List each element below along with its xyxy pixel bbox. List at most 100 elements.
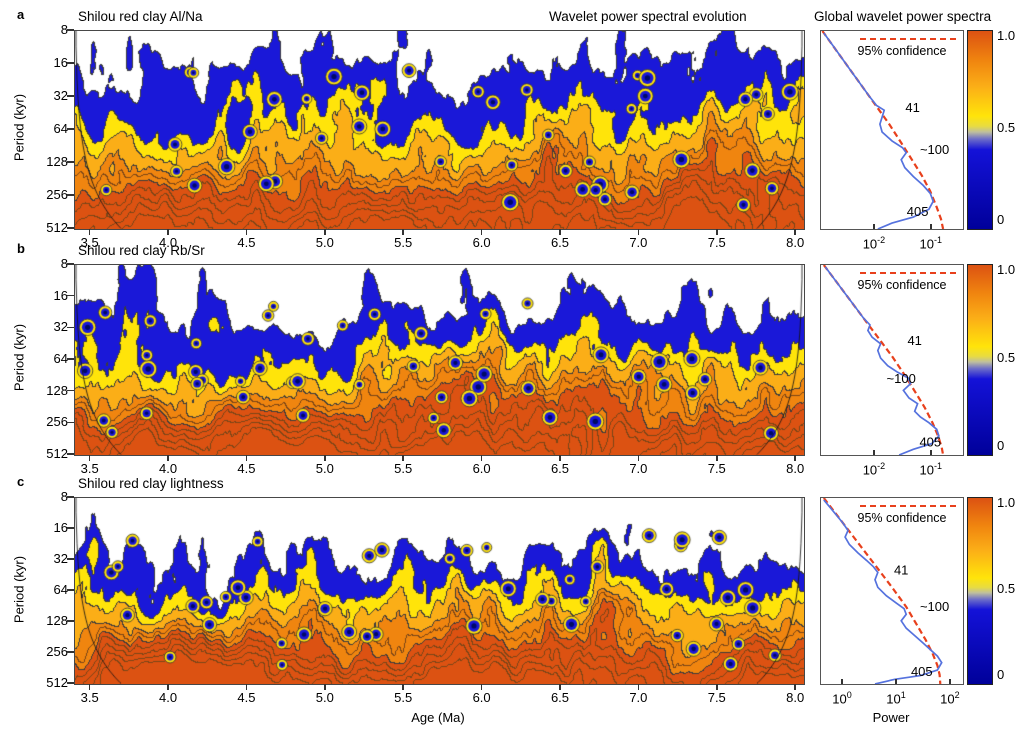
global-power-curve [824, 266, 940, 455]
colorbar-tick-label: 1.0 [997, 28, 1016, 43]
period-tick-mark [67, 389, 74, 392]
period-tick-label: 256 [46, 644, 68, 659]
confidence-legend-line-c [859, 505, 957, 507]
age-tick-mark [637, 684, 640, 690]
peak-label: 41 [905, 100, 919, 115]
period-tick-mark [67, 589, 74, 591]
peak-label: ~100 [887, 371, 916, 386]
age-tick-mark [88, 684, 91, 690]
power-tick-label: 101 [886, 690, 906, 707]
period-tick-mark [67, 194, 74, 196]
wavelet-contour-plot-a [74, 30, 805, 230]
power-tick-label: 100 [832, 690, 852, 707]
period-tick-label: 16 [53, 287, 68, 303]
age-tick-label: 4.0 [159, 690, 178, 705]
period-tick-mark [67, 496, 74, 498]
age-tick-mark [480, 455, 483, 461]
age-tick-label: 8.0 [786, 461, 805, 476]
period-tick-mark [67, 62, 74, 64]
age-tick-mark [245, 684, 248, 690]
age-tick-mark [245, 455, 248, 461]
peak-label: ~100 [920, 599, 949, 614]
power-tick-label: 10-1 [919, 461, 942, 478]
age-tick-label: 7.0 [629, 690, 648, 705]
global-spectrum-plot-c: 41 ~100 405 [820, 497, 964, 685]
period-tick-label: 512 [46, 675, 68, 690]
peak-label: 41 [907, 333, 921, 348]
colorbar-tick-label: 0.5 [997, 120, 1016, 135]
confidence-legend-line-a [859, 38, 957, 40]
power-tick-mark [930, 450, 932, 455]
confidence-legend-label-c: 95% confidence [857, 511, 947, 525]
peak-label: 41 [894, 563, 908, 578]
age-tick-label: 6.5 [550, 461, 570, 476]
age-tick-label: 5.0 [315, 461, 334, 476]
period-tick-label: 32 [53, 88, 68, 103]
panel-letter-b: b [17, 241, 25, 256]
period-tick-mark [67, 263, 74, 265]
peak-label: 405 [919, 435, 941, 450]
colorbar-tick-label: 0.5 [997, 581, 1016, 596]
peak-label: 405 [907, 204, 929, 219]
global-power-curve [823, 32, 935, 229]
age-tick-mark [559, 455, 561, 461]
age-tick-label: 5.5 [394, 235, 413, 250]
confidence-legend-line-b [859, 272, 957, 274]
wavelet-contour-plot-b [74, 264, 805, 456]
power-tick-mark [873, 224, 875, 229]
age-tick-mark [88, 455, 91, 461]
age-tick-mark [324, 684, 326, 690]
period-tick-label: 128 [46, 154, 68, 169]
period-tick-label: 512 [46, 220, 68, 235]
peak-label: 405 [911, 664, 933, 679]
age-tick-label: 6.0 [472, 690, 491, 705]
power-tick-mark [841, 679, 843, 684]
colorbar-tick-label: 0 [997, 667, 1005, 682]
age-tick-label: 5.0 [315, 235, 334, 250]
age-tick-label: 3.5 [80, 235, 99, 250]
colorbar-tick-label: 0 [997, 438, 1005, 453]
period-tick-mark [67, 29, 74, 31]
age-tick-mark [167, 455, 169, 461]
age-tick-mark [402, 455, 404, 461]
period-tick-label: 256 [46, 187, 68, 202]
period-tick-mark [67, 651, 74, 653]
period-tick-label: 512 [46, 446, 68, 461]
power-tick-label: 10-1 [919, 235, 942, 252]
period-tick-mark [67, 326, 74, 329]
period-axis-label-b: Period (kyr) [11, 323, 27, 392]
age-tick-mark [716, 684, 718, 690]
period-axis-label-a: Period (kyr) [11, 93, 27, 162]
period-tick-label: 32 [53, 551, 68, 566]
colorbar-tick-label: 0.5 [997, 350, 1016, 365]
age-tick-label: 7.5 [707, 235, 726, 250]
age-tick-mark [167, 684, 169, 690]
age-tick-label: 4.5 [237, 461, 256, 476]
age-tick-label: 5.5 [394, 690, 413, 705]
age-tick-mark [480, 229, 483, 235]
period-tick-label: 64 [53, 121, 68, 136]
age-tick-mark [88, 229, 91, 235]
colorbar-c [967, 497, 993, 685]
age-tick-label: 3.5 [80, 461, 99, 476]
age-tick-mark [637, 455, 640, 461]
period-tick-label: 64 [53, 582, 68, 597]
period-tick-mark [67, 161, 74, 163]
period-tick-mark [67, 558, 74, 560]
period-tick-mark [67, 358, 74, 360]
power-axis-label: Power [872, 710, 910, 725]
age-tick-label: 5.5 [394, 461, 413, 476]
period-tick-mark [67, 95, 74, 97]
age-tick-label: 3.5 [80, 690, 99, 705]
power-tick-label: 102 [940, 690, 960, 707]
age-tick-mark [324, 455, 326, 461]
period-tick-mark [67, 128, 74, 130]
global-spectrum-plot-a: 41 ~100 405 [820, 30, 964, 230]
period-tick-mark [67, 421, 74, 424]
period-axis-label-c: Period (kyr) [11, 555, 27, 624]
period-tick-mark [67, 227, 74, 229]
age-tick-label: 6.0 [472, 235, 491, 250]
colorbar-tick-label: 1.0 [997, 495, 1016, 510]
colorbar-tick-label: 0 [997, 212, 1005, 227]
period-tick-label: 128 [46, 382, 68, 398]
